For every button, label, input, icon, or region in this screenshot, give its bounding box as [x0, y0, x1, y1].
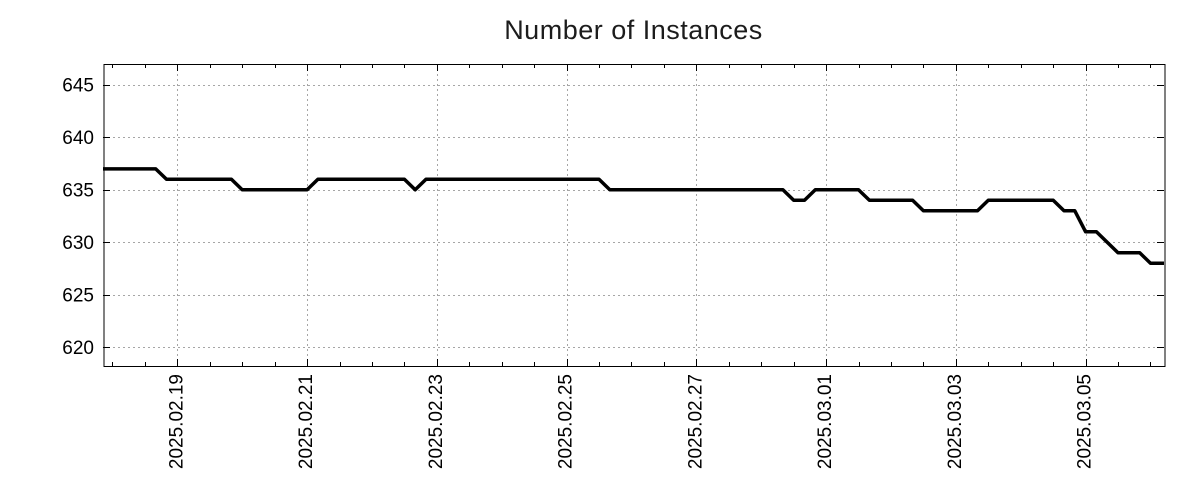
x-tick-label: 2025.02.21 — [296, 374, 317, 469]
chart-title: Number of Instances — [504, 15, 763, 45]
x-tick-label: 2025.03.01 — [815, 374, 836, 469]
y-tick-label: 645 — [62, 76, 94, 97]
y-tick-label: 625 — [62, 285, 94, 306]
x-tick-labels: 2025.02.19 2025.02.21 2025.02.23 2025.02.25… — [166, 374, 1095, 469]
grid — [103, 64, 1164, 366]
y-tick-label: 630 — [62, 233, 94, 254]
x-tick-label: 2025.03.05 — [1075, 374, 1096, 469]
x-tick-label: 2025.03.03 — [945, 374, 966, 469]
x-tick-label: 2025.02.19 — [166, 374, 187, 469]
plot-border — [103, 64, 1166, 367]
axis-ticks — [103, 64, 1164, 366]
x-tick-label: 2025.02.27 — [685, 374, 706, 469]
y-tick-label: 620 — [62, 338, 94, 359]
x-tick-label: 2025.02.23 — [426, 374, 447, 469]
data-line — [103, 167, 1164, 265]
y-tick-label: 635 — [62, 180, 94, 201]
y-tick-labels: 620 625 630 635 640 645 — [62, 76, 94, 359]
y-tick-label: 640 — [62, 128, 94, 149]
x-tick-label: 2025.02.25 — [556, 374, 577, 469]
